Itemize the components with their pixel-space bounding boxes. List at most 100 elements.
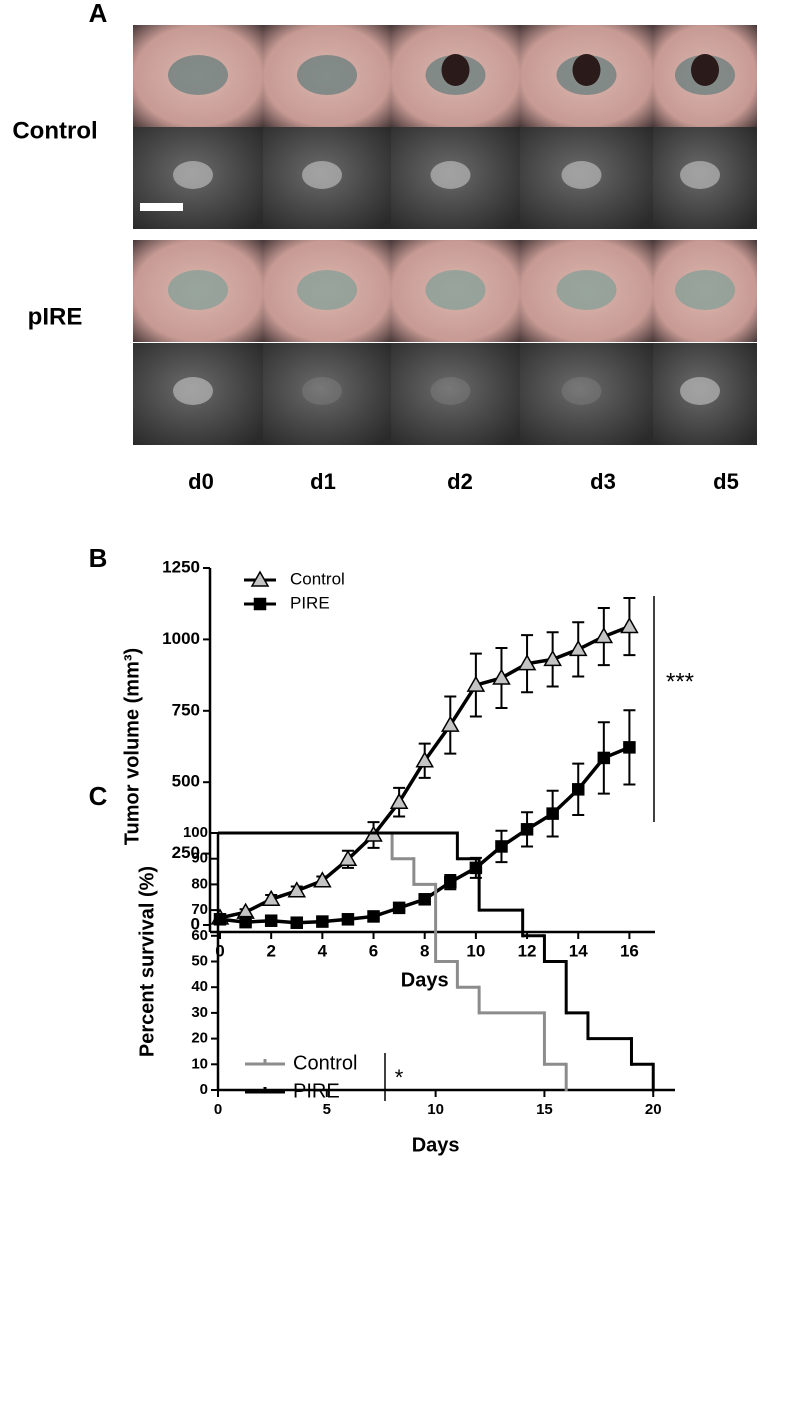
y-tick-label: 60 (191, 927, 208, 944)
fluorescence-spot (302, 377, 342, 405)
x-tick-label: 16 (620, 941, 639, 960)
fluorescence-spot (430, 161, 471, 189)
marker (213, 913, 227, 926)
photo-lesion (168, 270, 228, 310)
column-label: d5 (713, 469, 739, 494)
panel-label: C (89, 781, 108, 811)
x-tick-label: 10 (466, 941, 485, 960)
image-panel: A Control pIRE d0 d1 d2 d3 d5 (12, 0, 757, 494)
legend-label: PIRE (290, 593, 330, 612)
column-label: d0 (188, 469, 214, 494)
fluorescence (263, 343, 391, 445)
marker (543, 649, 562, 667)
marker (495, 840, 508, 853)
scale-bar (140, 203, 183, 211)
photo-lesion (425, 270, 486, 310)
y-tick-label: 500 (172, 772, 200, 791)
y-tick-label: 90 (191, 850, 208, 867)
x-tick-label: 5 (323, 1101, 331, 1118)
marker (571, 783, 585, 796)
y-tick-label: 750 (172, 700, 200, 719)
x-tick-label: 6 (369, 941, 378, 960)
x-tick-label: 2 (266, 941, 275, 960)
legend-label: Control (290, 569, 345, 588)
column-label: d2 (447, 469, 473, 494)
y-tick-label: 0 (191, 914, 200, 933)
x-tick-label: 12 (518, 941, 537, 960)
marker (392, 901, 406, 915)
y-axis-title: Percent survival (%) (136, 866, 158, 1057)
fluorescence-spot (430, 377, 471, 405)
column-label: d1 (310, 469, 336, 494)
y-tick-label: 10 (191, 1055, 208, 1072)
y-tick-label: 20 (191, 1030, 208, 1047)
marker (415, 751, 434, 768)
x-tick-label: 20 (645, 1101, 662, 1118)
x-tick-label: 0 (214, 1101, 222, 1118)
y-tick-label: 40 (191, 978, 208, 995)
y-tick-label: 80 (191, 875, 208, 892)
marker (568, 639, 588, 657)
marker (287, 881, 307, 898)
marker (239, 915, 252, 929)
photo-scab (691, 54, 719, 86)
marker (367, 910, 380, 923)
x-tick-label: 4 (318, 941, 328, 960)
column-label: d3 (590, 469, 616, 494)
y-tick-label: 70 (191, 901, 208, 918)
y-tick-label: 1250 (162, 557, 200, 576)
x-tick-label: 15 (536, 1101, 553, 1118)
y-tick-label: 250 (172, 843, 200, 862)
marker (492, 668, 511, 685)
fluorescence (391, 343, 520, 445)
fluorescence-spot (173, 161, 213, 189)
chart: B 0 250 500 750 1000 1250 0 2 4 6 8 10 12 14 16 Days Tumo… (89, 543, 694, 991)
y-tick-label: 30 (191, 1004, 208, 1021)
x-axis-title: Days (401, 969, 449, 991)
panel-label: B (89, 543, 108, 573)
marker (466, 675, 486, 692)
marker (290, 916, 304, 929)
photo-lesion (168, 55, 228, 95)
photo-lesion (297, 55, 357, 95)
photo-scab (572, 54, 601, 86)
fluorescence-spot (173, 377, 213, 405)
y-tick-label: 50 (191, 952, 208, 969)
marker (594, 627, 614, 644)
marker (623, 741, 636, 754)
marker (389, 792, 409, 809)
legend-marker (250, 570, 270, 587)
marker (444, 875, 457, 889)
y-axis-title: Tumor volume (mm³) (121, 648, 143, 845)
marker (620, 617, 639, 634)
marker (338, 849, 358, 867)
photo-scab (441, 54, 470, 86)
row-label: Control (12, 117, 97, 144)
panel-label: A (89, 0, 108, 28)
marker (316, 915, 329, 928)
x-tick-label: 14 (569, 941, 588, 960)
row-label: pIRE (28, 303, 83, 330)
photo-lesion (556, 270, 617, 310)
fluorescence-spot (680, 161, 720, 189)
y-tick-label: 0 (200, 1081, 208, 1098)
y-tick-label: 100 (183, 824, 208, 841)
marker (597, 751, 611, 765)
marker (418, 893, 431, 906)
x-axis-title: Days (412, 1134, 460, 1156)
photo-lesion (297, 270, 357, 310)
marker (517, 654, 537, 671)
marker (264, 914, 278, 927)
fluorescence (520, 343, 653, 445)
marker (313, 871, 332, 888)
fluorescence-spot (680, 377, 720, 405)
x-tick-label: 0 (215, 941, 224, 960)
fluorescence-spot (561, 377, 602, 405)
marker (261, 889, 281, 907)
significance-label: *** (666, 668, 694, 695)
marker (520, 823, 534, 836)
legend-label: Control (293, 1052, 357, 1074)
